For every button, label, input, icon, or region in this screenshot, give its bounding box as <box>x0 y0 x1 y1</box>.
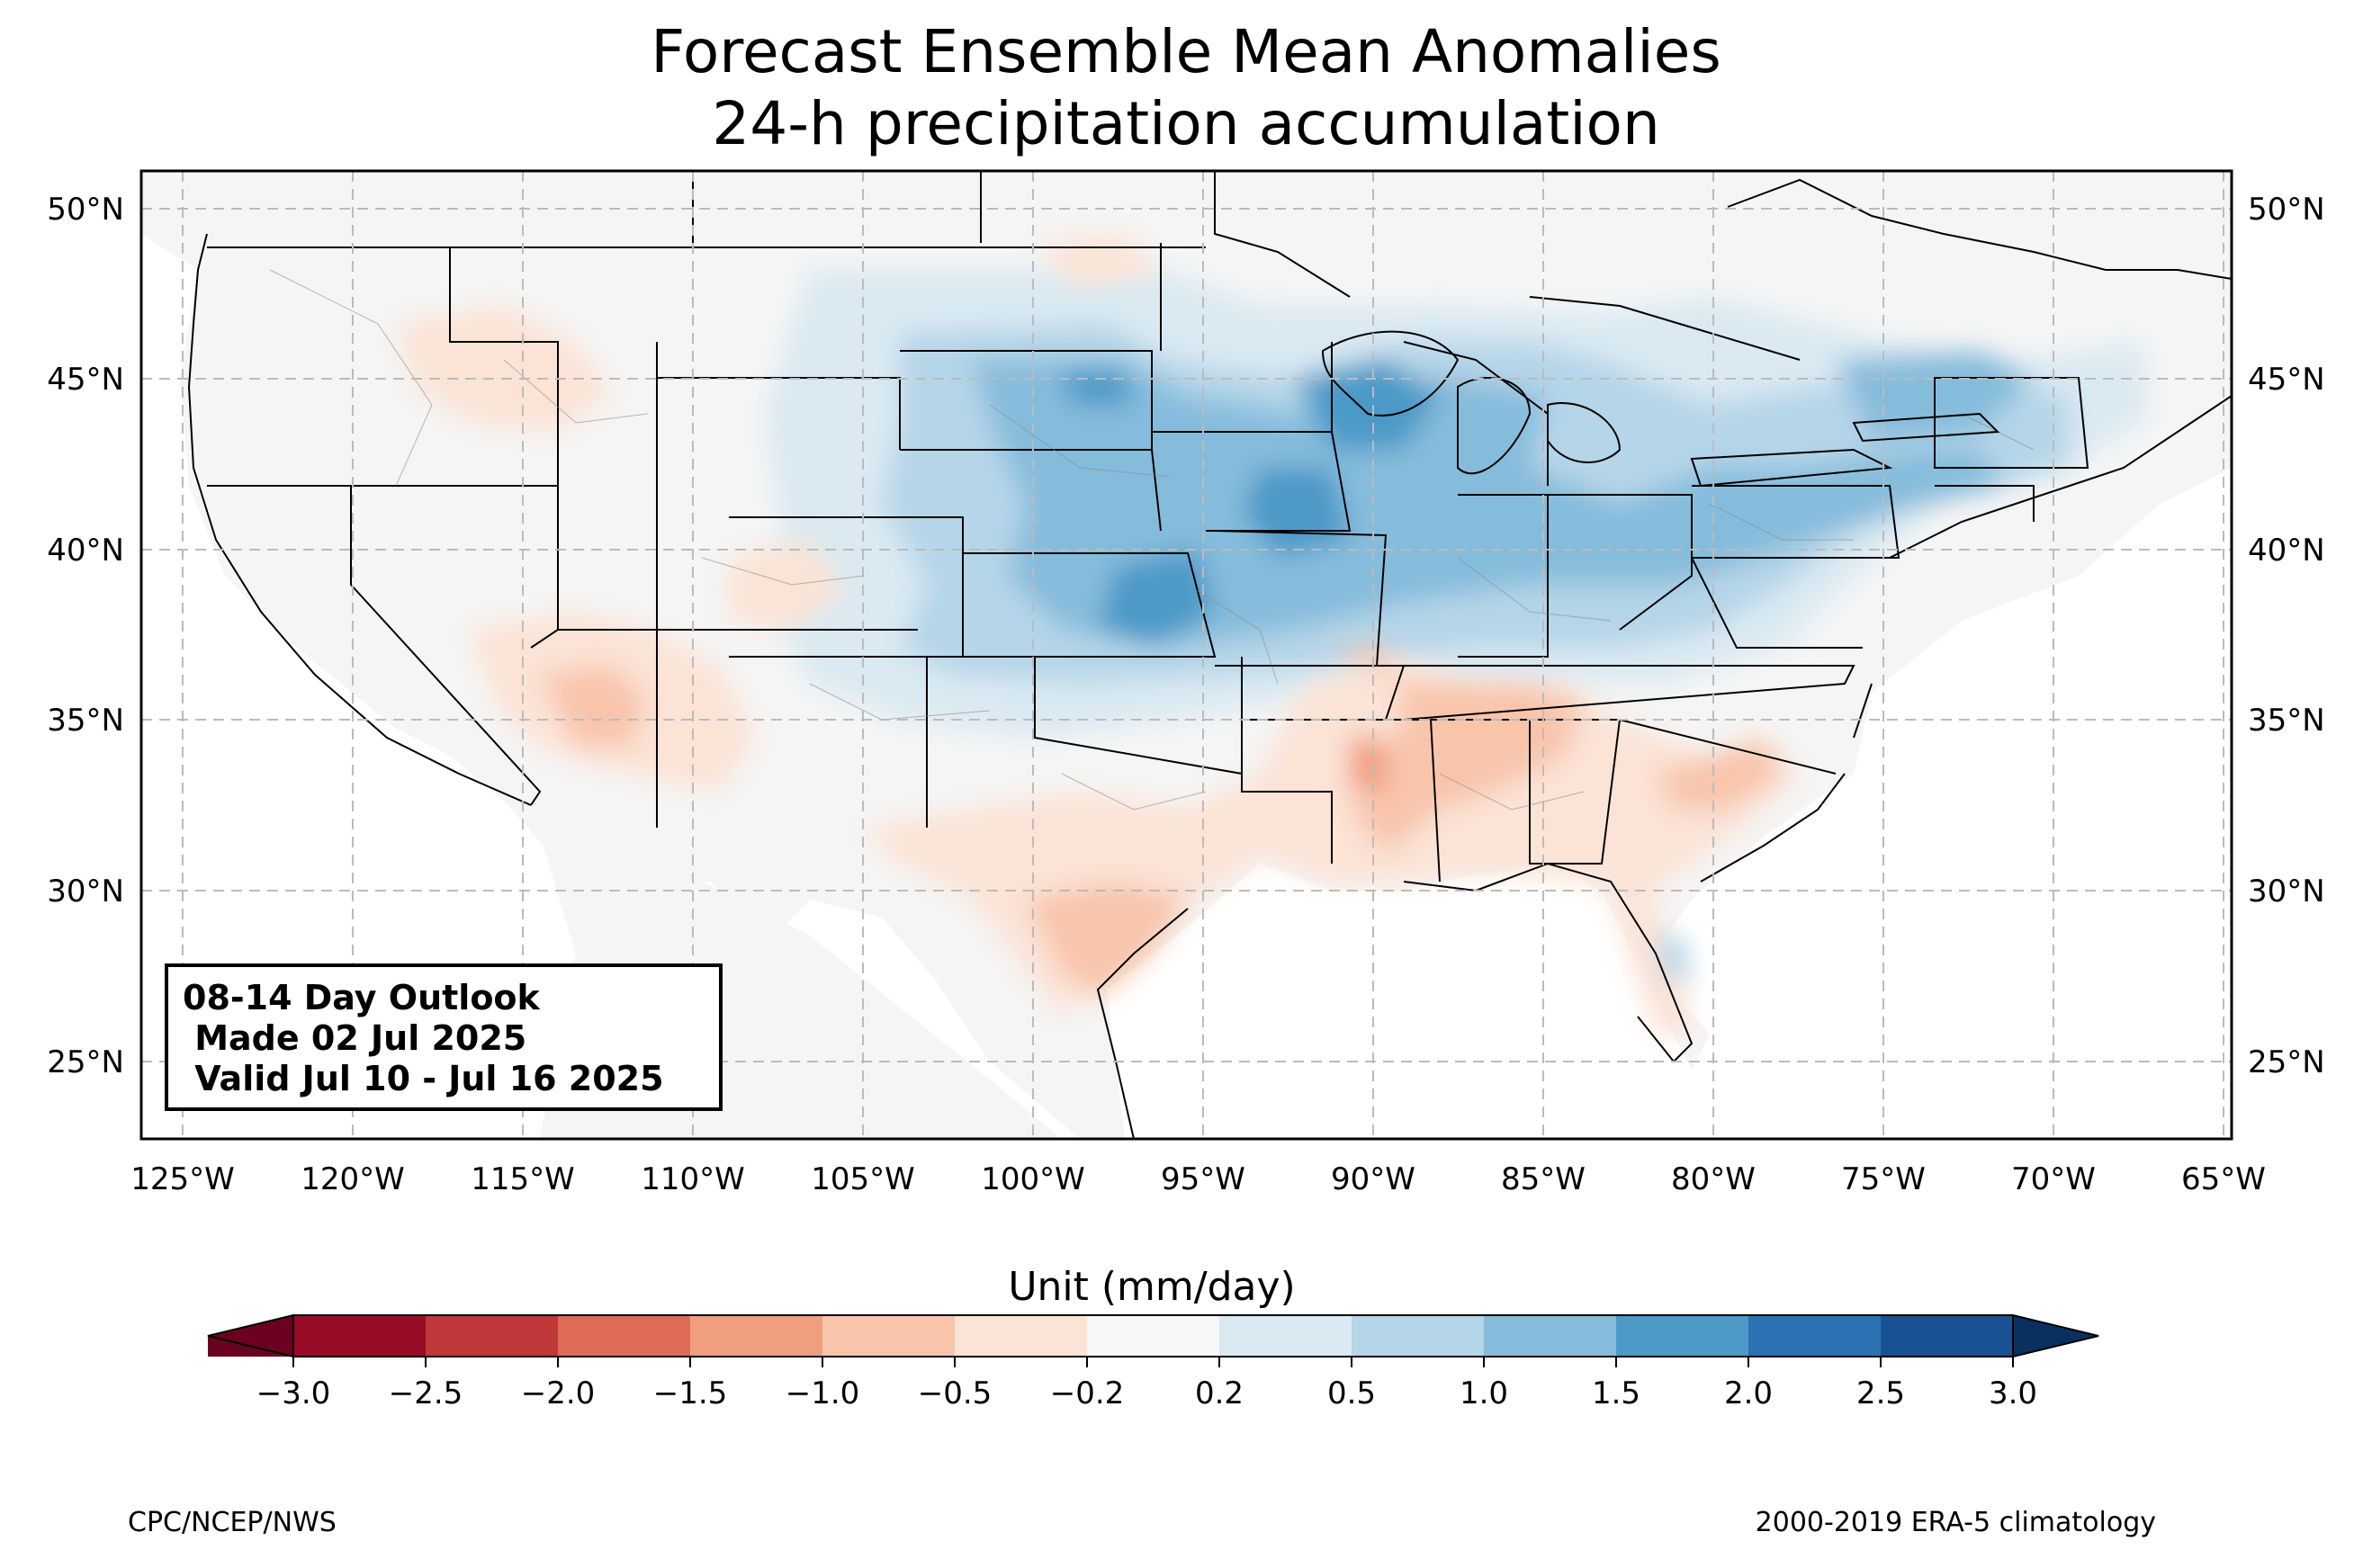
colorbar-segment <box>690 1315 822 1357</box>
lon-tick-label: 90°W <box>1331 1161 1415 1197</box>
colorbar-tick-label: −0.2 <box>1050 1375 1125 1411</box>
lon-tick-label: 75°W <box>1841 1161 1926 1197</box>
colorbar-segment <box>1484 1315 1616 1357</box>
lon-tick-label: 95°W <box>1161 1161 1245 1197</box>
lat-tick-label: 50°N <box>2248 192 2325 228</box>
footer-climatology: 2000-2019 ERA-5 climatology <box>1755 1507 2156 1538</box>
colorbar-segment <box>1881 1315 2013 1357</box>
colorbar-tick-label: 1.0 <box>1460 1375 1508 1411</box>
lon-tick-label: 105°W <box>811 1161 915 1197</box>
lon-tick-label: 85°W <box>1501 1161 1586 1197</box>
lat-tick-label: 40°N <box>2248 533 2325 569</box>
lat-tick-labels-right: 25°N 30°N 35°N 40°N 45°N 50°N <box>2248 192 2325 1080</box>
lon-tick-label: 110°W <box>641 1161 745 1197</box>
colorbar-tick-label: 0.2 <box>1195 1375 1244 1411</box>
lat-tick-label: 25°N <box>2248 1044 2325 1080</box>
colorbar-segment <box>1352 1315 1484 1357</box>
lon-tick-label: 70°W <box>2011 1161 2096 1197</box>
lat-tick-label: 30°N <box>2248 874 2325 909</box>
colorbar-segment <box>1748 1315 1881 1357</box>
lat-tick-label: 25°N <box>47 1044 124 1080</box>
lon-tick-label: 120°W <box>301 1161 405 1197</box>
colorbar-outline <box>292 1314 2014 1357</box>
title-line-1: Forecast Ensemble Mean Anomalies <box>651 17 1721 86</box>
colorbar-tick-label: 0.5 <box>1327 1375 1376 1411</box>
colorbar-tick-label: 3.0 <box>1989 1375 2037 1411</box>
colorbar-segment <box>1219 1315 1352 1357</box>
state-borders <box>207 243 2089 883</box>
title-line-2: 24-h precipitation accumulation <box>712 89 1660 158</box>
lon-tick-label: 100°W <box>981 1161 1085 1197</box>
lat-tick-label: 35°N <box>2248 703 2325 739</box>
colorbar-tick-label: 2.0 <box>1724 1375 1773 1411</box>
colorbar-tick-label: −1.5 <box>653 1375 728 1411</box>
lat-tick-label: 50°N <box>47 192 124 228</box>
lon-tick-label: 115°W <box>471 1161 575 1197</box>
colorbar-tick-label: −2.5 <box>389 1375 463 1411</box>
colorbar-ticks <box>292 1357 2014 1367</box>
colorbar-tick-label: −0.5 <box>918 1375 993 1411</box>
colorbar-segment <box>1087 1315 1219 1357</box>
lon-tick-label: 65°W <box>2181 1161 2266 1197</box>
lat-tick-label: 30°N <box>47 874 124 909</box>
coastlines <box>187 171 2232 1139</box>
lon-tick-labels: 125°W 120°W 115°W 110°W 105°W 100°W 95°W… <box>130 1161 2266 1197</box>
colorbar-segment <box>558 1315 690 1357</box>
colorbar-segment <box>955 1315 1087 1357</box>
county-lines <box>269 269 2035 811</box>
lat-tick-label: 45°N <box>47 362 124 398</box>
lat-tick-labels-left: 25°N 30°N 35°N 40°N 45°N 50°N <box>47 192 124 1080</box>
lon-tick-label: 80°W <box>1671 1161 1756 1197</box>
map-frame <box>139 169 2233 1141</box>
colorbar-segment <box>293 1315 426 1357</box>
outlook-made-date: Made 02 Jul 2025 <box>183 1018 527 1058</box>
colorbar-segment <box>1616 1315 1748 1357</box>
colorbar-segment <box>426 1315 558 1357</box>
lat-tick-label: 35°N <box>47 703 124 739</box>
colorbar-tick-label: 2.5 <box>1856 1375 1905 1411</box>
colorbar-label: Unit (mm/day) <box>1008 1264 1296 1310</box>
lon-tick-label: 125°W <box>130 1161 235 1197</box>
outlook-valid-range: Valid Jul 10 - Jul 16 2025 <box>183 1059 664 1098</box>
colorbar: −3.0 −2.5 −2.0 −1.5 −1.0 −0.5 −0.2 0.2 0… <box>207 1313 2099 1411</box>
colorbar-tick-label: 1.5 <box>1592 1375 1640 1411</box>
colorbar-over-arrow <box>2012 1313 2099 1358</box>
colorbar-tick-label: −2.0 <box>521 1375 596 1411</box>
lat-tick-label: 45°N <box>2248 362 2325 398</box>
outlook-info-box: 08-14 Day Outlook Made 02 Jul 2025 Valid… <box>165 963 723 1111</box>
map-title: Forecast Ensemble Mean Anomalies 24-h pr… <box>0 16 2372 160</box>
lat-tick-label: 40°N <box>47 533 124 569</box>
colorbar-segment <box>822 1315 955 1357</box>
footer-source: CPC/NCEP/NWS <box>128 1507 337 1538</box>
outlook-period: 08-14 Day Outlook <box>183 978 540 1017</box>
colorbar-tick-label: −3.0 <box>256 1375 331 1411</box>
colorbar-tick-label: −1.0 <box>786 1375 860 1411</box>
colorbar-tick-labels: −3.0 −2.5 −2.0 −1.5 −1.0 −0.5 −0.2 0.2 0… <box>256 1375 2037 1411</box>
